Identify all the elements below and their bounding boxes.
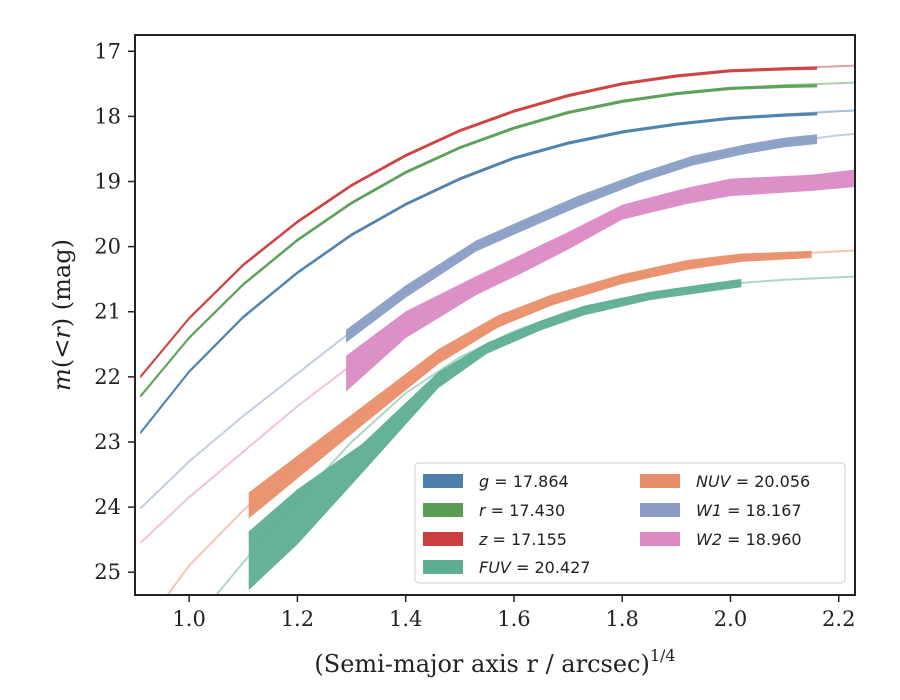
- legend-item-r: r = 17.430: [423, 501, 565, 520]
- y-axis-title-units: ) (mag): [48, 239, 76, 327]
- legend-swatch: [423, 560, 463, 574]
- y-axis-title: m(<r) (mag): [48, 239, 76, 391]
- y-tick-label: 21: [94, 300, 121, 324]
- y-tick-label: 20: [94, 235, 121, 259]
- x-tick-label: 1.8: [606, 607, 639, 631]
- legend-item-w2: W2 = 18.960: [640, 530, 802, 549]
- measured-band-nuv: [248, 250, 812, 519]
- legend-label: W2 = 18.960: [696, 530, 802, 549]
- series-w2: [139, 169, 855, 544]
- x-axis-title: (Semi-major axis r / arcsec)1/4: [314, 646, 675, 678]
- plot-area: [134, 34, 856, 596]
- series-g: [139, 109, 855, 435]
- y-axis-title-symbol: m: [48, 368, 76, 391]
- legend-label: FUV = 20.427: [479, 558, 590, 577]
- legend-item-g: g = 17.864: [423, 472, 569, 491]
- model-curve-z: [139, 64, 855, 378]
- series-nuv: [166, 249, 855, 595]
- y-axis-title-open: (<: [48, 339, 76, 368]
- y-axis-title-variable: r: [48, 326, 76, 339]
- legend-label: W1 = 18.167: [696, 501, 802, 520]
- y-tick-label: 23: [94, 430, 121, 454]
- y-tick-label: 18: [94, 104, 121, 128]
- x-axis-title-exponent: 1/4: [650, 646, 676, 665]
- legend-item-nuv: NUV = 20.056: [640, 472, 810, 491]
- legend-label: z = 17.155: [478, 530, 567, 549]
- legend-swatch: [640, 532, 680, 546]
- legend-swatch: [640, 503, 680, 517]
- x-tick-label: 1.6: [497, 607, 530, 631]
- series-fuv: [215, 275, 855, 595]
- axis-ticks: 1.0 1.2 1.4 1.6 1.8 2.0 2.2 17 18 19 20 21 22 23 24 25: [94, 39, 855, 631]
- y-tick-label: 17: [94, 39, 121, 63]
- legend-swatch: [423, 503, 463, 517]
- series-z: [139, 64, 855, 379]
- legend-swatch: [423, 532, 463, 546]
- legend-swatch: [423, 474, 463, 488]
- x-tick-label: 1.4: [389, 607, 422, 631]
- legend-item-w1: W1 = 18.167: [640, 501, 802, 520]
- plot-frame: [134, 34, 856, 596]
- legend-label: r = 17.430: [479, 501, 565, 520]
- measured-band-fuv: [248, 278, 742, 591]
- legend: g = 17.864 r = 17.430 z = 17.155 FUV = 20.4…: [414, 462, 846, 584]
- series-r: [139, 81, 855, 398]
- series-w1: [139, 133, 855, 510]
- measured-band-g: [140, 112, 818, 435]
- y-tick-label: 24: [94, 495, 121, 519]
- legend-swatch: [640, 474, 680, 488]
- x-tick-label: 2.0: [714, 607, 747, 631]
- legend-item-fuv: FUV = 20.427: [423, 558, 590, 577]
- y-tick-label: 25: [94, 560, 121, 584]
- series-layer: [139, 64, 855, 595]
- x-axis-title-text: (Semi-major axis r / arcsec): [314, 650, 649, 678]
- y-tick-label: 22: [94, 365, 121, 389]
- x-tick-label: 1.0: [172, 607, 205, 631]
- y-tick-label: 19: [94, 170, 121, 194]
- legend-frame: [414, 462, 846, 584]
- legend-item-z: z = 17.155: [423, 530, 567, 549]
- x-tick-label: 1.2: [281, 607, 314, 631]
- legend-label: g = 17.864: [479, 472, 569, 491]
- x-tick-label: 2.2: [822, 607, 855, 631]
- legend-label: NUV = 20.056: [696, 472, 810, 491]
